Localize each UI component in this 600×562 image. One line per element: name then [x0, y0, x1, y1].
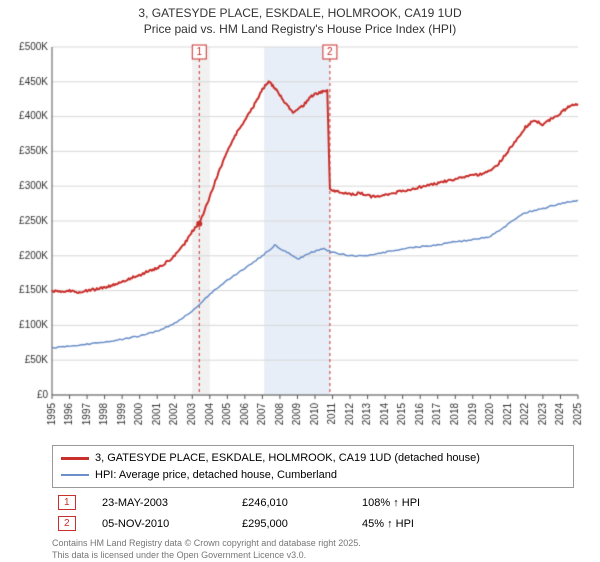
legend: 3, GATESYDE PLACE, ESKDALE, HOLMROOK, CA…: [52, 445, 574, 488]
legend-item-property: 3, GATESYDE PLACE, ESKDALE, HOLMROOK, CA…: [61, 450, 565, 467]
sale-date-2: 05-NOV-2010: [96, 513, 236, 534]
sales-table: 1 23-MAY-2003 £246,010 108% ↑ HPI 2 05-N…: [52, 492, 574, 534]
sale-delta-1: 108% ↑ HPI: [356, 492, 574, 513]
sale-row-2: 2 05-NOV-2010 £295,000 45% ↑ HPI: [52, 513, 574, 534]
legend-label-hpi: HPI: Average price, detached house, Cumb…: [95, 467, 337, 484]
sale-marker-2: 2: [58, 516, 76, 531]
sale-price-1: £246,010: [236, 492, 356, 513]
chart-container: [0, 39, 600, 439]
title-line-1: 3, GATESYDE PLACE, ESKDALE, HOLMROOK, CA…: [0, 6, 600, 22]
legend-swatch-property: [61, 457, 89, 460]
chart-title-block: 3, GATESYDE PLACE, ESKDALE, HOLMROOK, CA…: [0, 0, 600, 39]
footer-line-1: Contains HM Land Registry data © Crown c…: [52, 538, 574, 550]
footer-attribution: Contains HM Land Registry data © Crown c…: [52, 538, 574, 561]
legend-swatch-hpi: [61, 474, 89, 476]
sale-row-1: 1 23-MAY-2003 £246,010 108% ↑ HPI: [52, 492, 574, 513]
title-line-2: Price paid vs. HM Land Registry's House …: [0, 22, 600, 38]
sale-date-1: 23-MAY-2003: [96, 492, 236, 513]
sale-marker-1: 1: [58, 495, 76, 510]
sale-delta-2: 45% ↑ HPI: [356, 513, 574, 534]
legend-item-hpi: HPI: Average price, detached house, Cumb…: [61, 467, 565, 484]
sale-price-2: £295,000: [236, 513, 356, 534]
legend-label-property: 3, GATESYDE PLACE, ESKDALE, HOLMROOK, CA…: [95, 450, 480, 467]
price-chart-canvas: [0, 39, 600, 439]
